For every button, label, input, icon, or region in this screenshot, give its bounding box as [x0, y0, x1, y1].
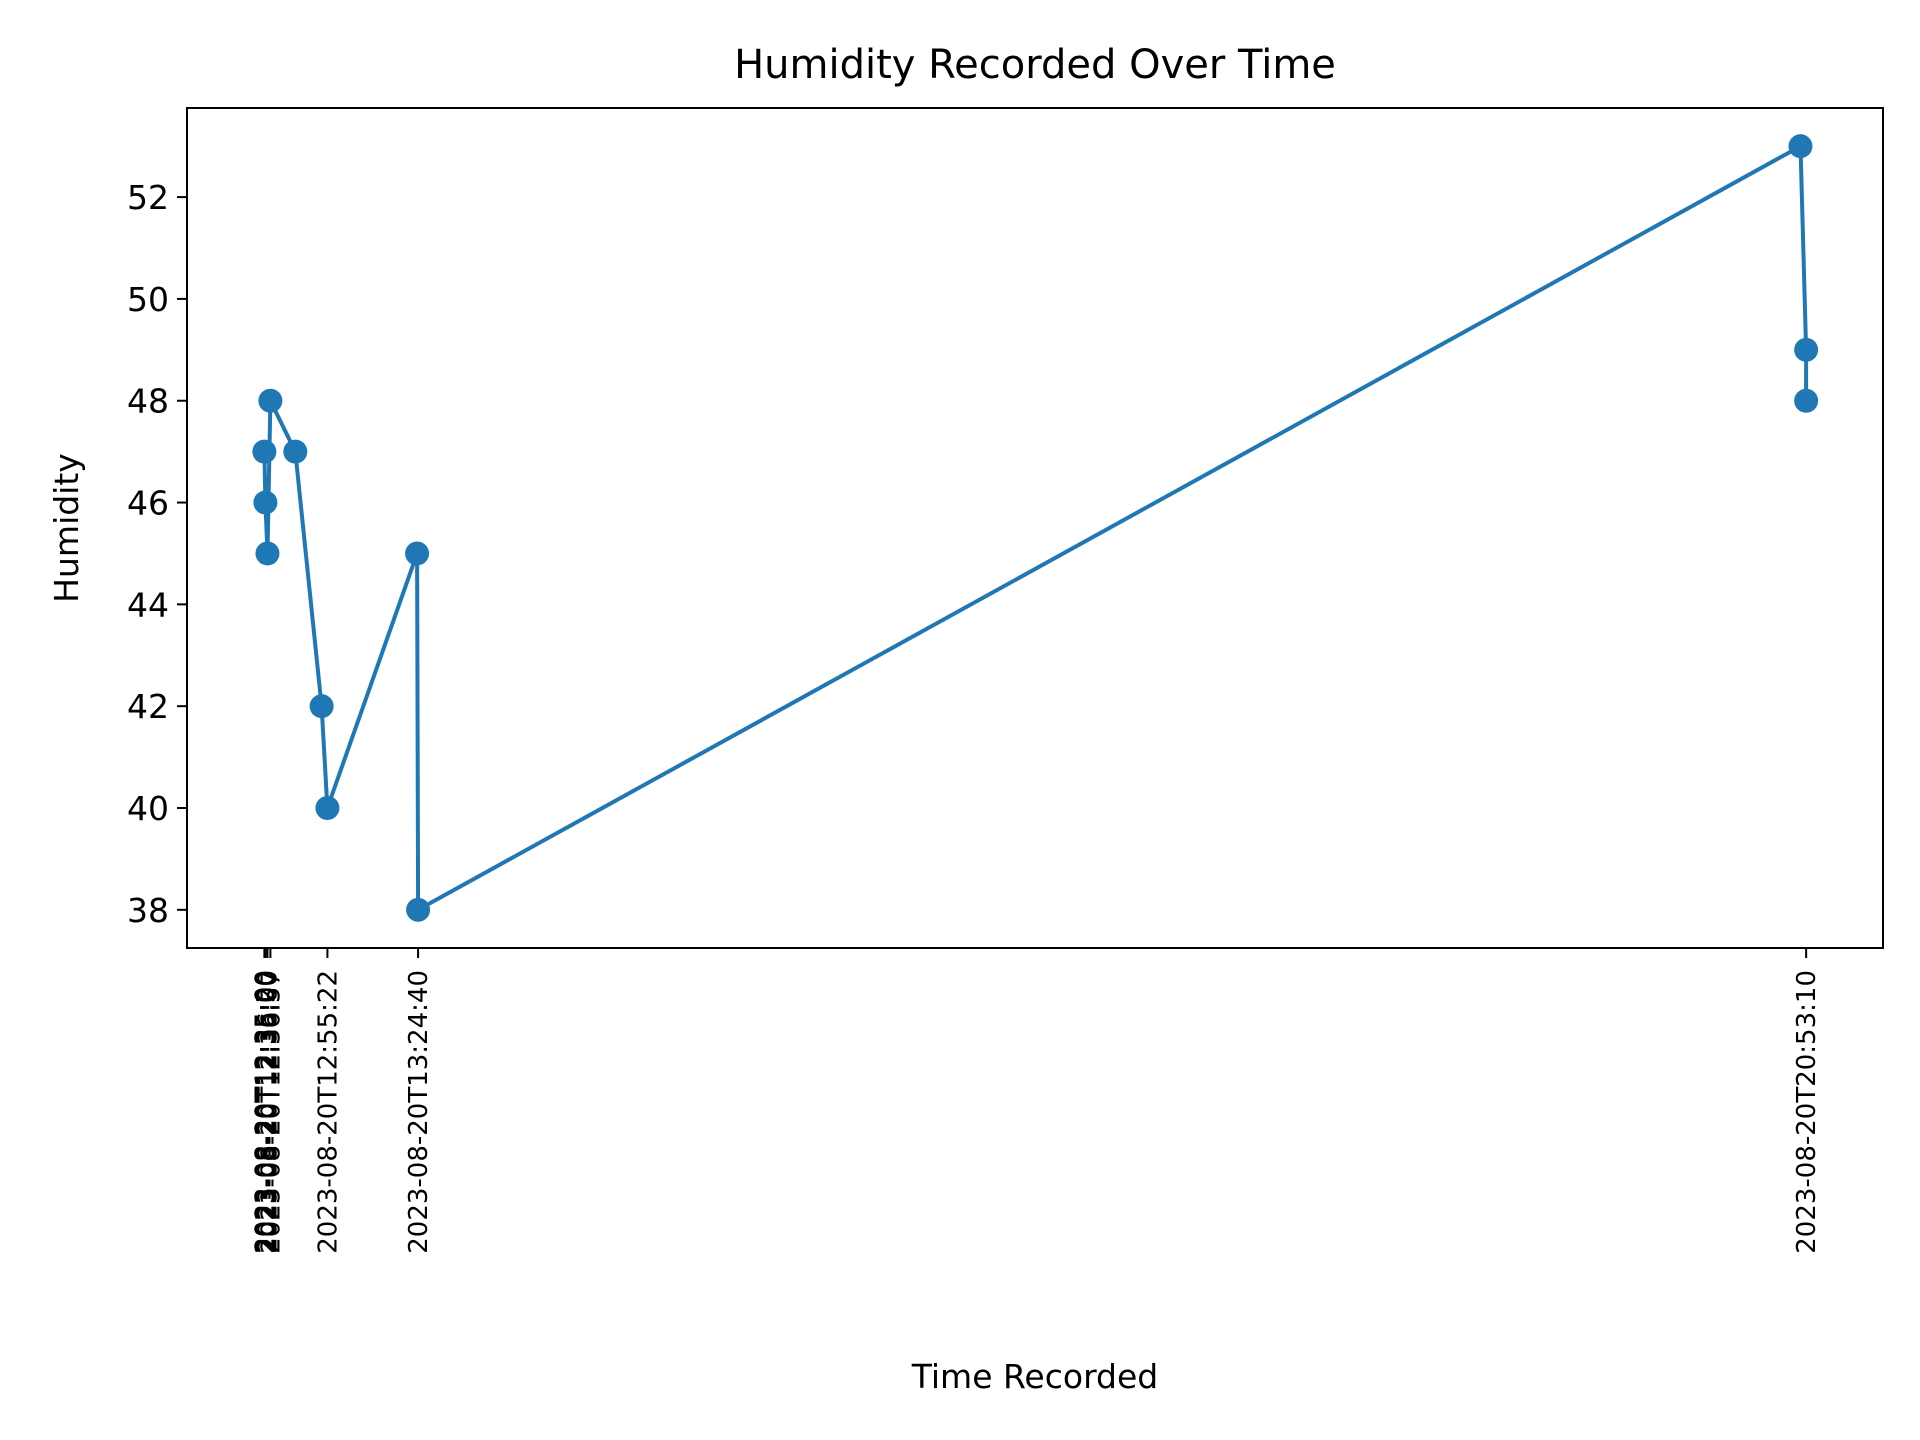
x-tick-label: 2023-08-20T12:36:57 — [256, 970, 286, 1254]
data-point — [253, 490, 278, 515]
x-tick-label: 2023-08-20T13:24:40 — [404, 970, 434, 1254]
plot-frame — [186, 107, 1884, 949]
data-point — [255, 541, 280, 566]
y-tick-label: 48 — [127, 382, 169, 421]
x-tick-label: 2023-08-20T20:53:10 — [1792, 970, 1822, 1254]
data-point — [1794, 337, 1819, 362]
y-tick-label: 52 — [127, 178, 169, 217]
y-tick-label: 40 — [127, 789, 169, 828]
data-point — [252, 439, 277, 464]
series-points — [252, 134, 1819, 922]
x-tick-label: 2023-08-20T12:35:00 — [250, 970, 280, 1254]
y-axis: 38 40 42 44 46 48 50 52 — [127, 178, 187, 930]
y-tick-label: 42 — [127, 687, 169, 726]
y-tick-label: 50 — [127, 280, 169, 319]
data-point — [283, 439, 308, 464]
data-point — [315, 796, 340, 820]
data-point — [405, 541, 430, 566]
y-axis-label: Humidity — [47, 453, 86, 603]
x-axis: 2023-08-20T12:35:002023-08-20T12:35:2020… — [250, 948, 1822, 1254]
y-tick-label: 44 — [127, 585, 169, 624]
x-axis-label: Time Recorded — [911, 1357, 1159, 1396]
data-point — [309, 694, 334, 719]
x-tick-label: 2023-08-20T12:55:22 — [313, 970, 343, 1254]
chart-title: Humidity Recorded Over Time — [734, 42, 1336, 88]
x-tick-label: 2023-08-20T12:36:00 — [253, 970, 283, 1254]
data-point — [1794, 388, 1819, 413]
data-point — [1788, 134, 1813, 159]
y-tick-label: 46 — [127, 484, 169, 523]
x-tick-label: 2023-08-20T12:35:20 — [251, 970, 281, 1254]
y-tick-label: 38 — [127, 891, 169, 930]
data-point — [258, 388, 283, 413]
data-point — [406, 897, 431, 922]
